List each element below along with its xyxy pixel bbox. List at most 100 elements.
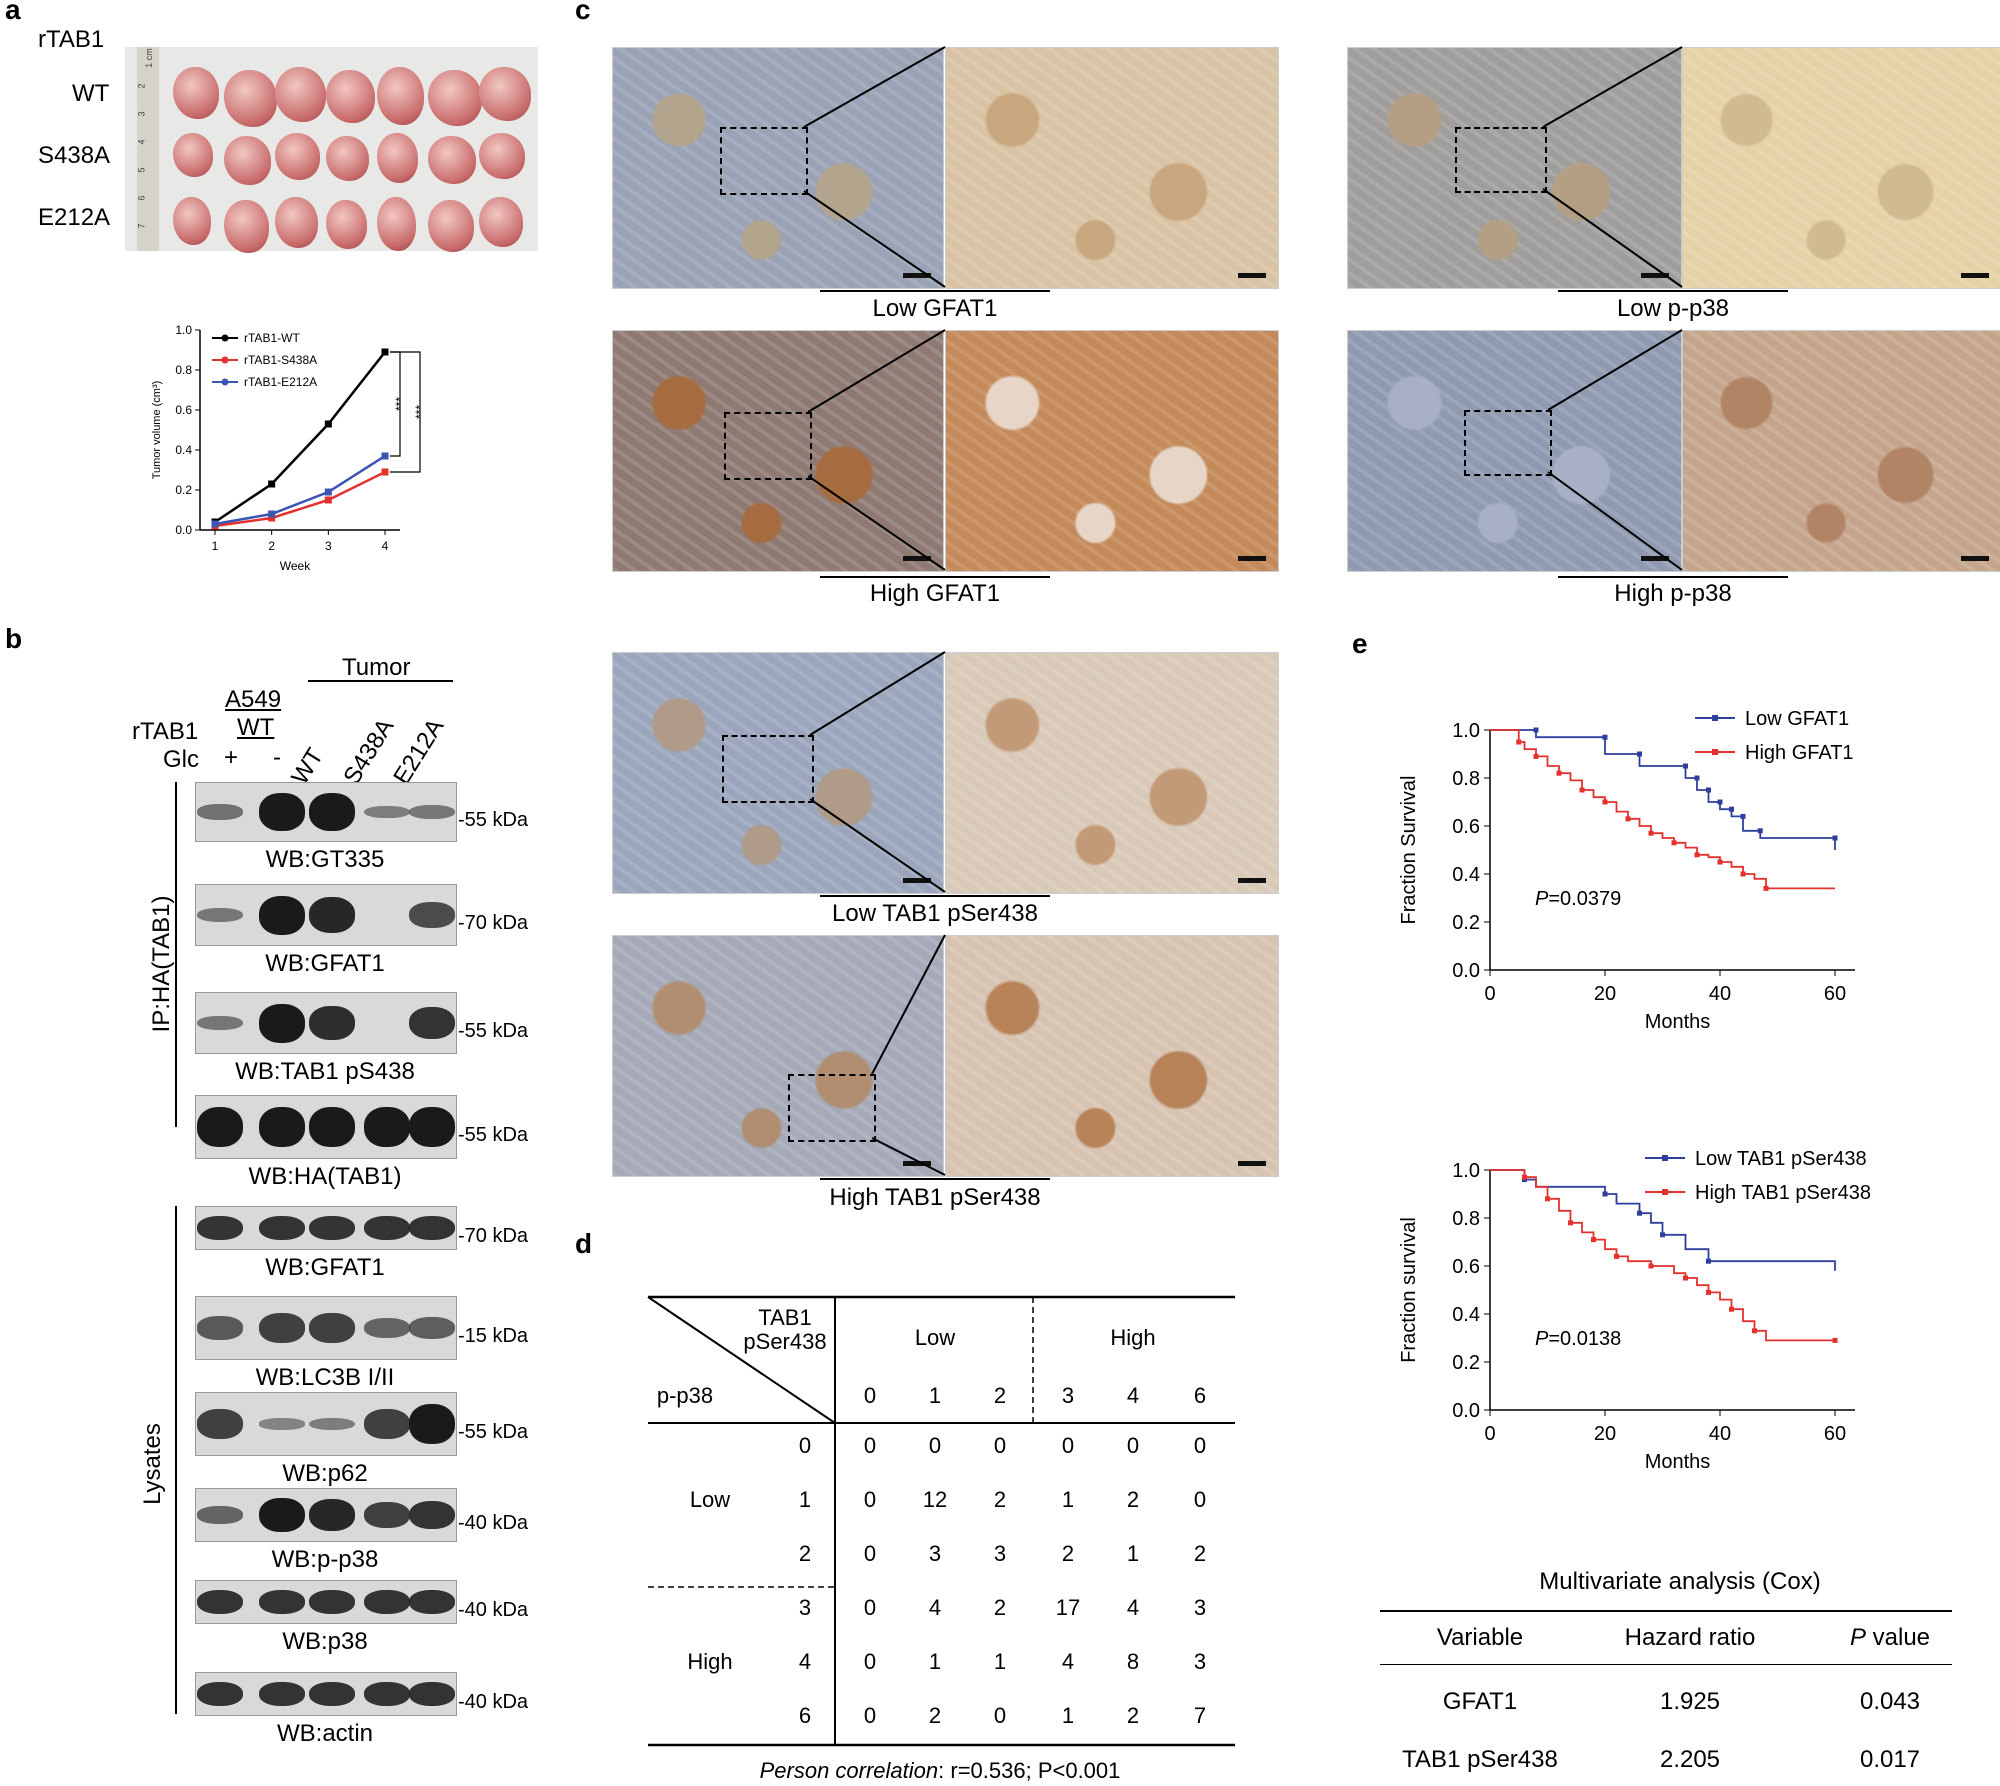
p-value-annotation: P=0.0138	[1535, 1328, 1621, 1350]
low-pp38-zoom	[1682, 47, 2000, 289]
zoom-line	[871, 1137, 946, 1176]
panel-label-d: d	[575, 1228, 593, 1259]
zoom-region-box	[1455, 127, 1547, 193]
censor-mark	[1556, 770, 1562, 776]
censor-mark	[1533, 753, 1539, 759]
low-gfat1-zoom	[945, 47, 1279, 289]
censor-mark	[1706, 1258, 1711, 1264]
high-tab1-zoom	[945, 935, 1279, 1177]
p-number: =0.0138	[1548, 1328, 1621, 1350]
significance-bracket	[390, 351, 421, 473]
x-tick-label: 0	[1484, 1423, 1495, 1445]
zoom-line	[807, 475, 946, 571]
blot-band	[259, 1589, 305, 1615]
col-value: 6	[1194, 1383, 1206, 1408]
censor-mark	[1648, 830, 1654, 836]
col-value: 0	[864, 1383, 876, 1408]
blot-image	[195, 1392, 457, 1456]
high-tab1-overview	[612, 935, 944, 1177]
blot-band	[364, 1215, 410, 1241]
blot-band	[259, 1497, 305, 1533]
row-group-low: Low	[690, 1487, 730, 1512]
correlation-footnote: Person correlation: r=0.536; P<0.001	[640, 1758, 1240, 1784]
p-symbol: P	[1535, 1328, 1549, 1350]
table-cell: 0	[929, 1433, 941, 1458]
blot-band	[259, 1313, 305, 1343]
blot-image	[195, 884, 457, 946]
tumor-specimen	[428, 136, 476, 184]
blot-band	[259, 1106, 305, 1148]
low-pp38-line	[1558, 290, 1788, 292]
legend-label: Low TAB1 pSer438	[1695, 1148, 1867, 1170]
cox-row1-var: GFAT1	[1442, 1688, 1518, 1715]
table-cell: 4	[1062, 1649, 1074, 1674]
blot-band	[309, 1215, 355, 1241]
table-cell: 0	[1194, 1433, 1206, 1458]
table-cell: 1	[1127, 1541, 1139, 1566]
table-cell: 2	[994, 1487, 1006, 1512]
wb-label: WB:p-p38	[271, 1546, 379, 1573]
table-cell: 4	[1127, 1595, 1139, 1620]
data-point	[381, 348, 389, 356]
blot-image	[195, 1488, 457, 1542]
blot-band	[309, 1005, 355, 1041]
zoom-region-box	[720, 127, 808, 195]
blot-band	[197, 1106, 243, 1148]
censor-mark	[1740, 871, 1746, 877]
table-cell: 12	[923, 1487, 947, 1512]
tumor-specimen	[377, 133, 418, 183]
p-number: =0.0379	[1548, 888, 1621, 910]
tumor-specimen	[428, 70, 482, 126]
tumor-specimen	[326, 70, 375, 123]
zoom-region-box	[724, 412, 812, 480]
ip-bracket	[175, 782, 177, 1127]
tumor-specimen	[224, 200, 269, 253]
x-tick-label: 4	[382, 539, 389, 553]
censor-mark	[1522, 1174, 1527, 1180]
y-tick-label: 0.0	[1452, 1400, 1480, 1422]
scale-bar	[1641, 556, 1669, 561]
caption-high-tab1: High TAB1 pSer438	[829, 1184, 1041, 1211]
wb-label: WB:GFAT1	[265, 1254, 385, 1281]
lysates-bracket	[175, 1206, 177, 1714]
censor-mark	[1740, 813, 1746, 819]
cox-row2-var: TAB1 pSer438	[1402, 1746, 1558, 1773]
y-tick-label: 1.0	[1452, 1160, 1480, 1182]
row-label-s438a: S438A	[38, 142, 111, 169]
table-cell: 3	[1194, 1649, 1206, 1674]
panel-label-a: a	[5, 0, 21, 25]
blot-image	[195, 1580, 457, 1624]
censor-mark	[1694, 775, 1700, 781]
glc-minus: -	[273, 744, 281, 771]
censor-mark	[1757, 828, 1763, 834]
high-gfat1-zoom	[945, 330, 1279, 572]
censor-mark	[1717, 859, 1723, 865]
censor-mark	[1671, 840, 1677, 846]
tumor-specimen	[479, 197, 523, 247]
panel-label-c: c	[575, 0, 591, 25]
y-tick-label: 0.2	[175, 483, 192, 497]
kda-marker: -40 kDa	[458, 1512, 529, 1534]
table-cell: 1	[994, 1649, 1006, 1674]
blot-band	[409, 1403, 455, 1445]
blot-band	[309, 1681, 355, 1707]
y-axis-label: Fraction Survival	[1398, 776, 1420, 925]
wb-label: WB:GFAT1	[265, 950, 385, 977]
table-cell: 4	[929, 1595, 941, 1620]
kda-marker: -55 kDa	[458, 809, 529, 831]
censor-mark	[1717, 799, 1723, 805]
censor-mark	[1832, 835, 1838, 841]
kda-marker: -40 kDa	[458, 1691, 529, 1713]
blot-band	[309, 793, 355, 831]
blot-band	[409, 1317, 455, 1339]
table-cell: 0	[864, 1433, 876, 1458]
wb-label: WB:p62	[282, 1460, 368, 1487]
col-group-low: Low	[915, 1325, 955, 1350]
caption-low-pp38: Low p-p38	[1616, 295, 1730, 322]
y-tick-label: 0.6	[1452, 816, 1480, 838]
legend-marker	[1662, 1155, 1668, 1161]
tumor-specimen	[173, 67, 219, 119]
tumor-specimen	[275, 67, 326, 122]
cox-header-p: P value	[1849, 1624, 1931, 1651]
